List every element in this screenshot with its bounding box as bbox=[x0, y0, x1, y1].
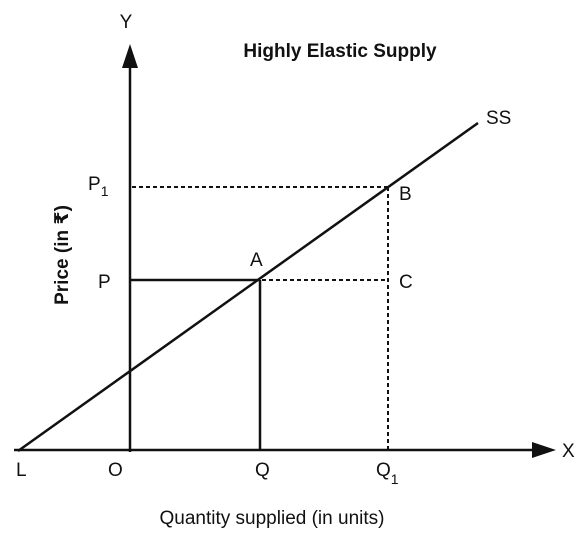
point-b: B bbox=[399, 184, 412, 205]
p1-sub: 1 bbox=[101, 183, 109, 199]
q1-sub: 1 bbox=[391, 471, 399, 487]
point-a: A bbox=[250, 250, 263, 271]
q1-label: Q1 bbox=[376, 460, 399, 487]
curve-label: SS bbox=[486, 108, 511, 129]
q-label: Q bbox=[255, 460, 270, 481]
p1-label: P1 bbox=[88, 174, 109, 199]
p1-base: P bbox=[88, 174, 101, 195]
y-axis-name: Y bbox=[120, 12, 133, 33]
x-axis-name: X bbox=[562, 441, 575, 462]
point-c: C bbox=[399, 272, 413, 293]
origin: O bbox=[108, 460, 123, 481]
q1-base: Q bbox=[376, 460, 391, 481]
x-axis-label: Quantity supplied (in units) bbox=[160, 508, 385, 529]
x-axis-arrow bbox=[532, 442, 556, 458]
point-l: L bbox=[16, 460, 27, 481]
y-axis-arrow bbox=[122, 44, 138, 68]
p-label: P bbox=[98, 272, 111, 293]
supply-curve bbox=[17, 121, 479, 453]
title: Highly Elastic Supply bbox=[243, 41, 437, 62]
y-axis-label: Price (in ₹) bbox=[52, 205, 73, 305]
